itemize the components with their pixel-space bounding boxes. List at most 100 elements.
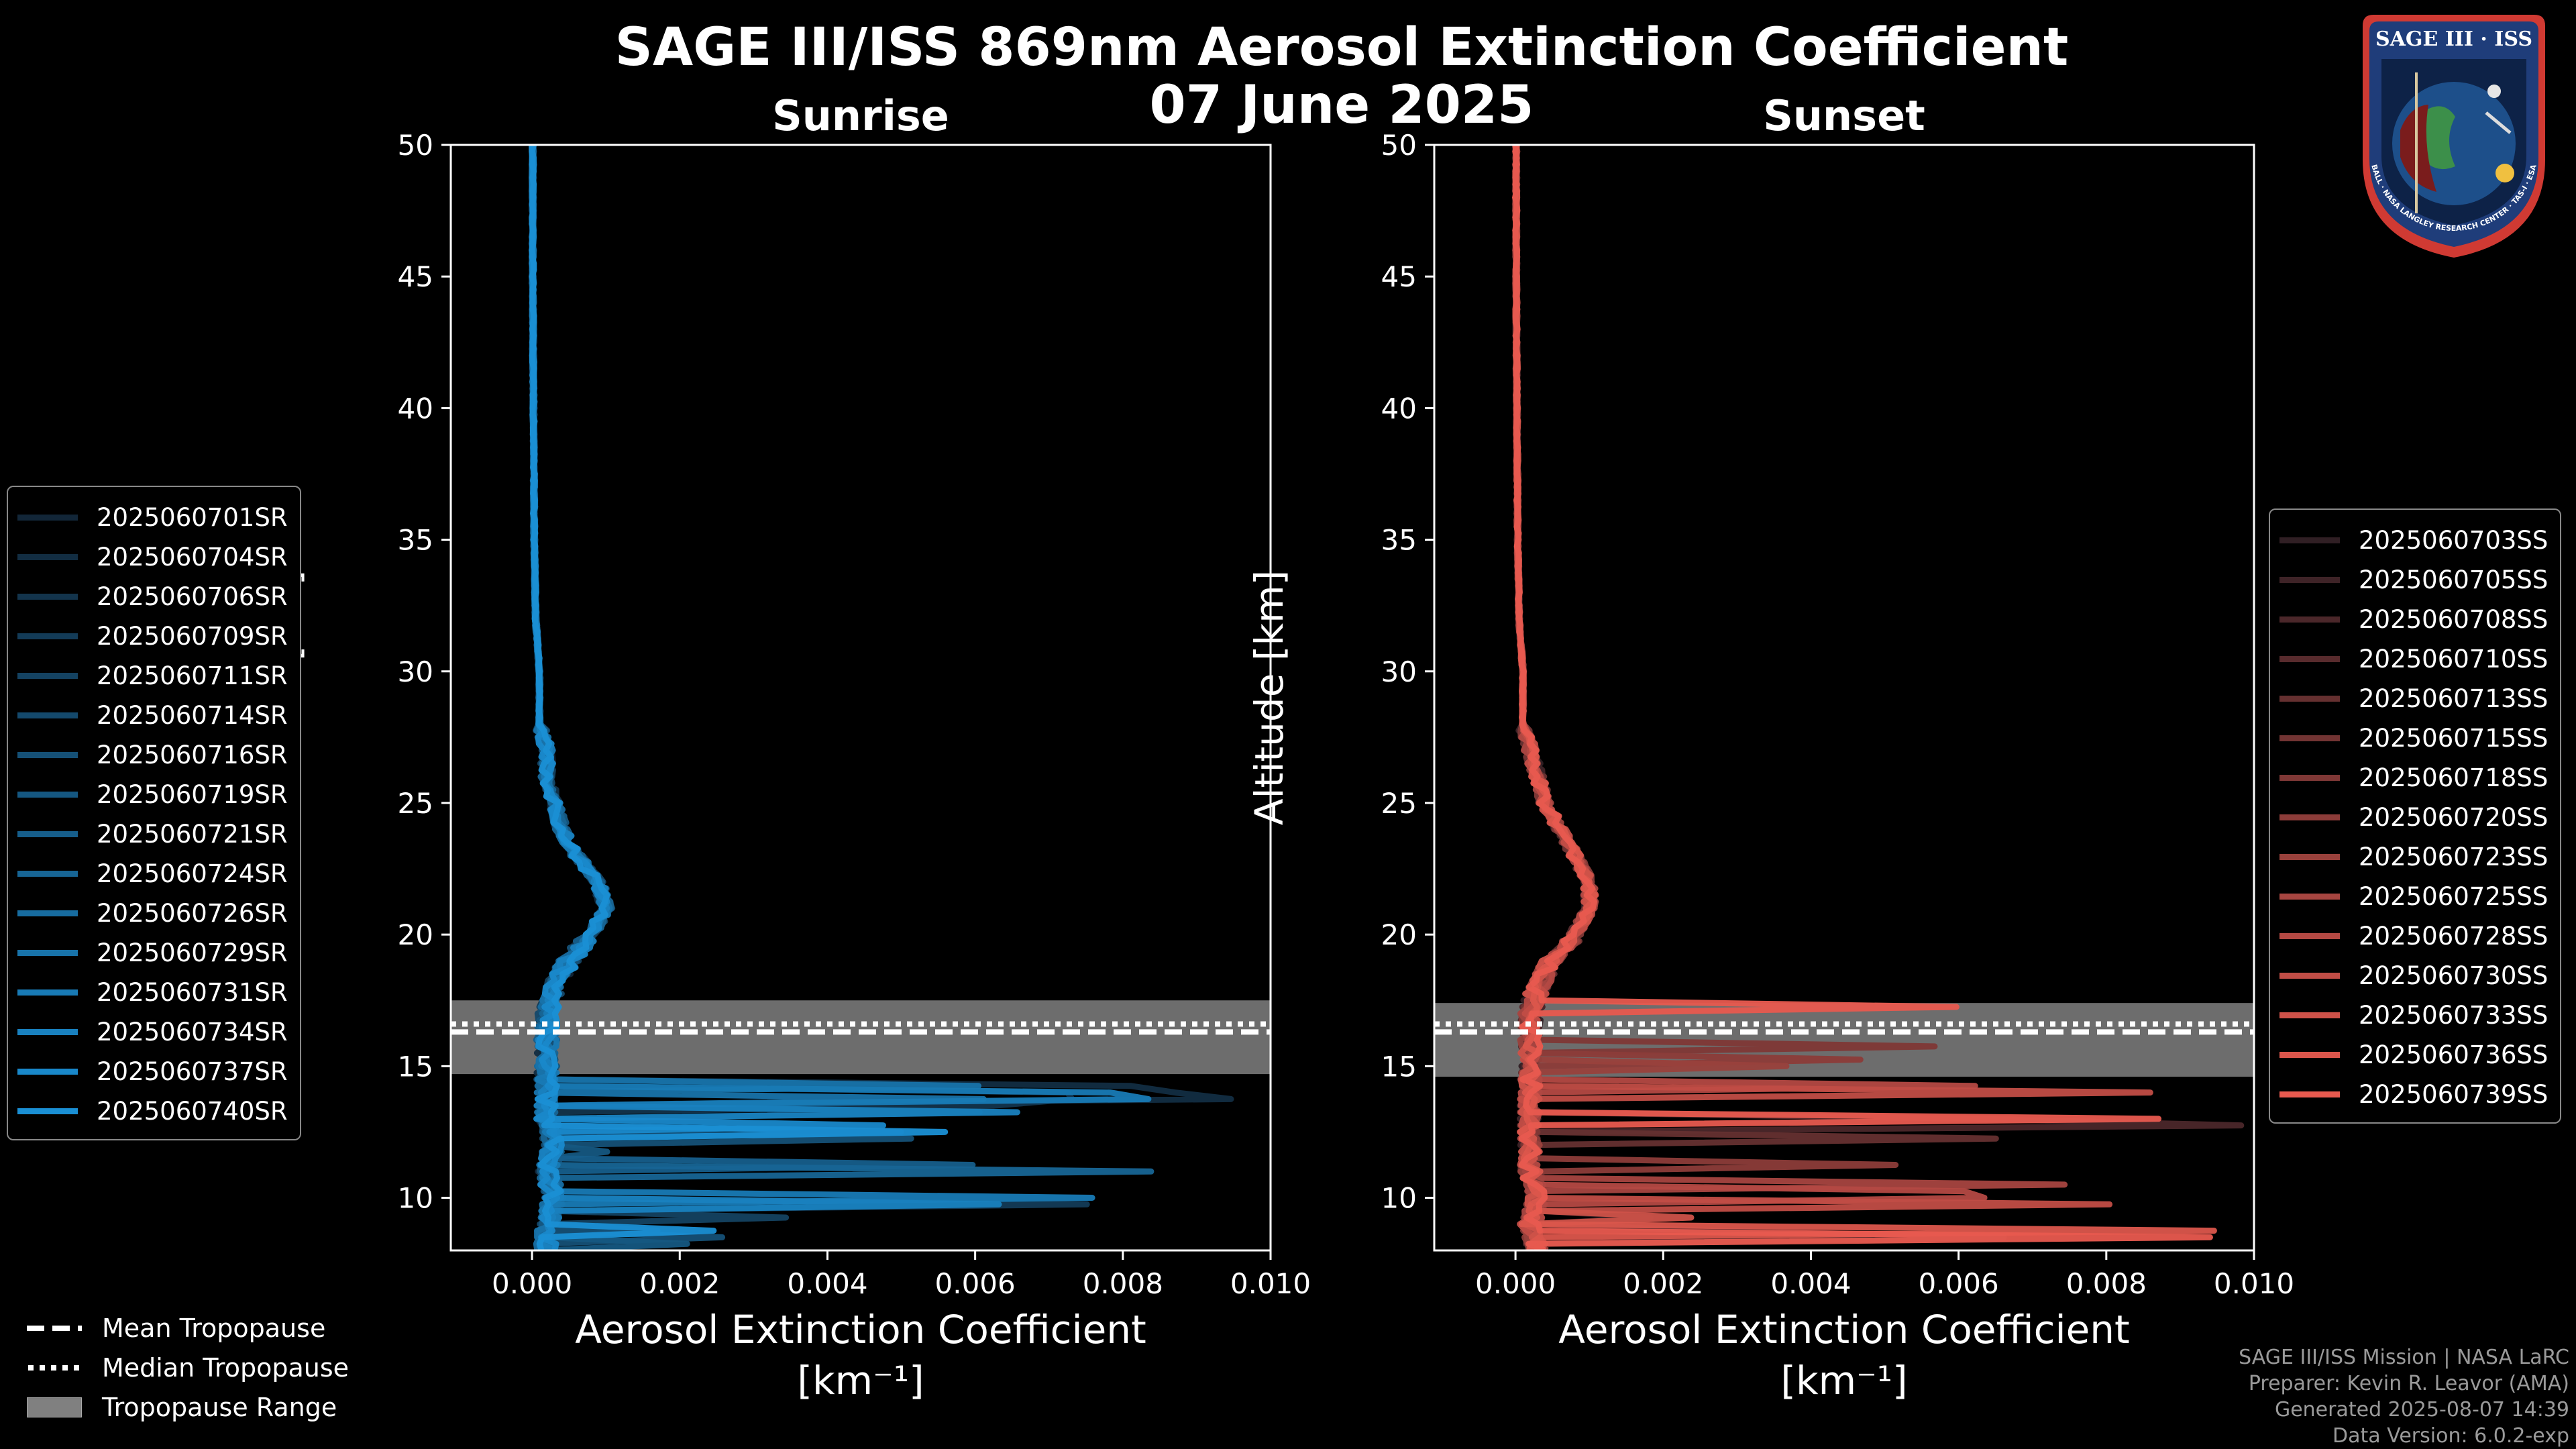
legend-item: 2025060709SR xyxy=(17,616,288,656)
legend-swatch xyxy=(17,712,78,718)
mean-tropopause-entry: Mean Tropopause xyxy=(27,1308,349,1348)
y-tick-label: 50 xyxy=(1381,129,1417,162)
x-tick-label: 0.006 xyxy=(935,1267,1016,1300)
legend-swatch xyxy=(2279,735,2340,741)
x-axis-unit: [km⁻¹] xyxy=(1780,1358,1907,1403)
plot-frame xyxy=(449,144,1272,1252)
y-tick-label: 35 xyxy=(1381,524,1417,557)
tropopause-range-band xyxy=(451,1000,1271,1075)
legend-swatch xyxy=(17,1069,78,1075)
credit-version: Data Version: 6.0.2-exp xyxy=(2332,1424,2569,1448)
x-tick-label: 0.010 xyxy=(1230,1267,1311,1300)
legend-swatch xyxy=(17,594,78,600)
legend-label: 2025060730SS xyxy=(2359,961,2548,990)
legend-label: 2025060726SR xyxy=(97,899,288,928)
legend-item: 2025060736SS xyxy=(2279,1035,2548,1075)
legend-item: 2025060729SR xyxy=(17,933,288,973)
legend-item: 2025060723SS xyxy=(2279,837,2548,877)
tropopause-legend: Mean Tropopause Median Tropopause Tropop… xyxy=(27,1308,349,1427)
mean-tropopause-label: Mean Tropopause xyxy=(102,1313,326,1343)
dotted-line-swatch xyxy=(28,1364,82,1371)
legend-label: 2025060706SR xyxy=(97,582,288,611)
y-tick-label: 20 xyxy=(1381,918,1417,951)
legend-item: 2025060740SR xyxy=(17,1091,288,1131)
range-swatch xyxy=(27,1397,82,1417)
legend-swatch xyxy=(2279,616,2340,623)
series-line-2025060739SS xyxy=(1512,145,2213,1250)
legend-swatch xyxy=(17,1108,78,1114)
y-tick-label: 25 xyxy=(1381,787,1417,820)
legend-item: 2025060721SR xyxy=(17,814,288,854)
legend-item: 2025060718SS xyxy=(2279,758,2548,798)
legend-swatch xyxy=(2279,854,2340,860)
y-tick-label: 20 xyxy=(398,918,433,951)
legend-item: 2025060724SR xyxy=(17,854,288,894)
legend-label: 2025060718SS xyxy=(2359,763,2548,792)
y-tick-label: 10 xyxy=(1381,1182,1417,1215)
legend-label: 2025060708SS xyxy=(2359,605,2548,634)
legend-label: 2025060709SR xyxy=(97,622,288,651)
legend-label: 2025060740SR xyxy=(97,1097,288,1126)
dashed-line-swatch xyxy=(27,1325,82,1331)
legend-swatch xyxy=(17,633,78,639)
legend-label: 2025060728SS xyxy=(2359,922,2548,951)
legend-item: 2025060701SR xyxy=(17,498,288,537)
profile-lines xyxy=(529,145,1234,1250)
y-tick-label: 40 xyxy=(1381,392,1417,425)
legend-swatch xyxy=(17,752,78,758)
x-tick-label: 0.008 xyxy=(2066,1267,2147,1300)
x-tick-label: 0.000 xyxy=(492,1267,572,1300)
legend-swatch xyxy=(17,910,78,916)
legend-label: 2025060719SR xyxy=(97,780,288,809)
legend-item: 2025060719SR xyxy=(17,775,288,814)
x-tick-label: 0.004 xyxy=(1770,1267,1851,1300)
sage-iii-iss-logo: SAGE III · ISS BALL · NASA LANGLEY RESEA… xyxy=(2363,15,2545,258)
credits: SAGE III/ISS Mission | NASA LaRC Prepare… xyxy=(2239,1344,2569,1449)
sunset-legend: 2025060703SS 2025060705SS 2025060708SS 2025… xyxy=(2269,508,2562,1124)
legend-label: 2025060713SS xyxy=(2359,684,2548,713)
legend-label: 2025060721SR xyxy=(97,820,288,849)
legend-item: 2025060713SS xyxy=(2279,679,2548,718)
legend-swatch xyxy=(17,1029,78,1035)
legend-swatch xyxy=(2279,696,2340,702)
legend-item: 2025060703SS xyxy=(2279,521,2548,560)
legend-item: 2025060739SS xyxy=(2279,1075,2548,1114)
sunrise-legend: 2025060701SR 2025060704SR 2025060706SR 2025… xyxy=(7,486,301,1140)
legend-label: 2025060736SS xyxy=(2359,1040,2548,1069)
profile-lines xyxy=(1512,145,2245,1250)
x-tick-label: 0.004 xyxy=(787,1267,867,1300)
legend-label: 2025060737SR xyxy=(97,1057,288,1086)
y-tick-label: 50 xyxy=(398,129,433,162)
legend-item: 2025060725SS xyxy=(2279,877,2548,916)
legend-item: 2025060706SR xyxy=(17,577,288,616)
legend-label: 2025060705SS xyxy=(2359,566,2548,594)
tropopause-range-label: Tropopause Range xyxy=(102,1392,337,1422)
legend-item: 2025060731SR xyxy=(17,973,288,1012)
sunset-plot: 0.000 0.002 0.004 0.006 0.008 0.010 10 15 20 25 30… xyxy=(1246,129,2294,1403)
median-tropopause-label: Median Tropopause xyxy=(102,1352,349,1383)
x-tick-label: 0.002 xyxy=(639,1267,720,1300)
legend-item: 2025060728SS xyxy=(2279,916,2548,956)
x-axis-label: Aerosol Extinction Coefficient xyxy=(1558,1307,2130,1352)
y-tick-label: 35 xyxy=(398,524,433,557)
legend-swatch xyxy=(17,673,78,679)
legend-item: 2025060704SR xyxy=(17,537,288,577)
legend-item: 2025060710SS xyxy=(2279,639,2548,679)
legend-item: 2025060726SR xyxy=(17,894,288,933)
tropopause-range-entry: Tropopause Range xyxy=(27,1387,349,1427)
y-tick-label: 25 xyxy=(398,787,433,820)
legend-item: 2025060711SR xyxy=(17,656,288,696)
x-tick-label: 0.006 xyxy=(1919,1267,1999,1300)
legend-swatch xyxy=(2279,814,2340,820)
chart-date: 07 June 2025 xyxy=(1149,75,1534,136)
legend-swatch xyxy=(2279,577,2340,583)
legend-swatch xyxy=(17,950,78,956)
legend-swatch xyxy=(2279,933,2340,939)
y-tick-label: 10 xyxy=(398,1182,433,1215)
legend-swatch xyxy=(2279,894,2340,900)
legend-label: 2025060710SS xyxy=(2359,645,2548,674)
series-line-2025060740SR xyxy=(529,145,949,1250)
legend-swatch xyxy=(2279,973,2340,979)
legend-swatch xyxy=(2279,1091,2340,1097)
x-axis-unit: [km⁻¹] xyxy=(797,1358,924,1403)
